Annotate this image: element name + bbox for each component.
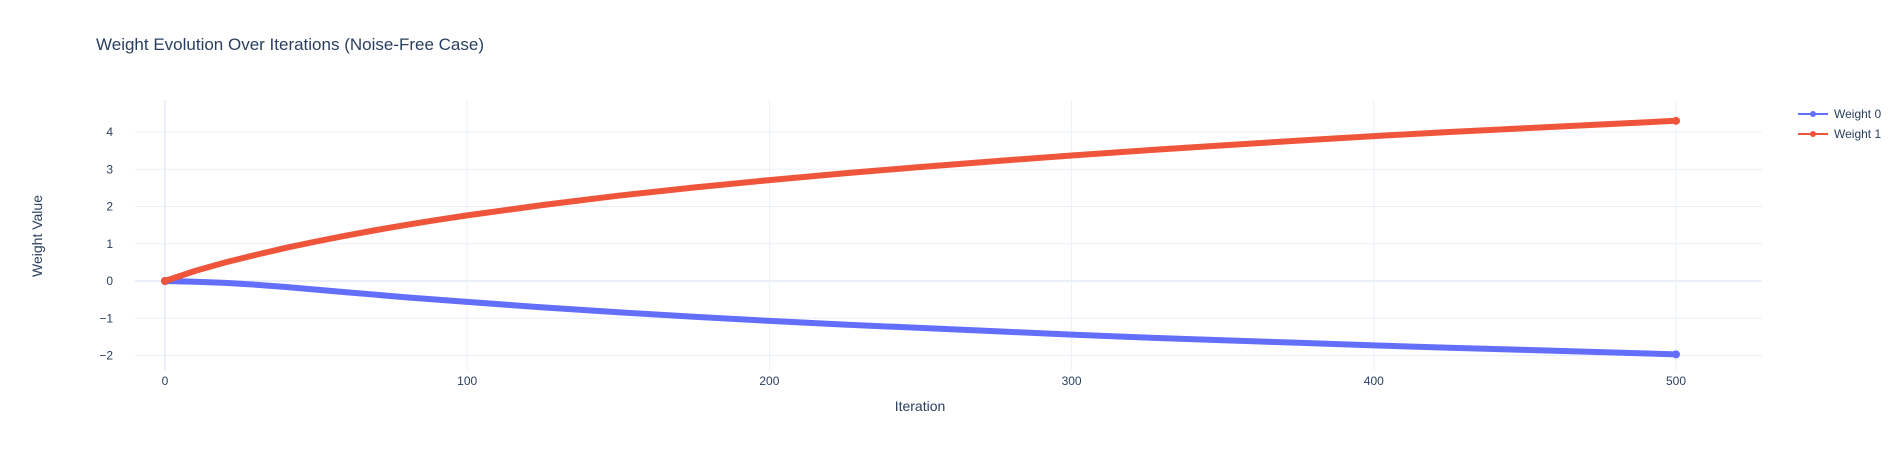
x-axis-title: Iteration bbox=[895, 398, 946, 414]
y-axis-title: Weight Value bbox=[29, 195, 45, 277]
y-tick-label: 1 bbox=[106, 237, 113, 251]
x-tick-label: 400 bbox=[1364, 374, 1384, 388]
legend-item[interactable]: Weight 1 bbox=[1798, 127, 1881, 141]
legend-marker bbox=[1810, 111, 1816, 117]
y-tick-labels: −2 −1 0 1 2 3 4 bbox=[99, 125, 113, 363]
legend-label: Weight 1 bbox=[1834, 127, 1881, 141]
series-layer bbox=[161, 116, 1680, 359]
y-tick-label: −2 bbox=[99, 349, 113, 363]
series-point bbox=[1672, 350, 1680, 359]
x-tick-label: 0 bbox=[162, 374, 169, 388]
x-tick-label: 500 bbox=[1666, 374, 1686, 388]
series-line bbox=[162, 278, 1679, 358]
legend-label: Weight 0 bbox=[1834, 107, 1881, 121]
chart-title: Weight Evolution Over Iterations (Noise-… bbox=[96, 35, 484, 54]
y-tick-label: 2 bbox=[106, 200, 113, 214]
y-tick-label: 4 bbox=[106, 125, 113, 139]
legend-marker bbox=[1810, 131, 1816, 137]
series-point bbox=[1672, 116, 1680, 125]
y-tick-label: 0 bbox=[106, 274, 113, 288]
series-point bbox=[161, 277, 169, 285]
series-line bbox=[162, 117, 1679, 284]
x-tick-label: 300 bbox=[1062, 374, 1082, 388]
legend[interactable]: Weight 0 Weight 1 bbox=[1798, 107, 1881, 141]
y-tick-label: −1 bbox=[99, 311, 113, 325]
legend-item[interactable]: Weight 0 bbox=[1798, 107, 1881, 121]
y-tick-label: 3 bbox=[106, 162, 113, 176]
x-tick-label: 200 bbox=[759, 374, 779, 388]
x-tick-label: 100 bbox=[457, 374, 477, 388]
x-tick-labels: 0 100 200 300 400 500 bbox=[162, 374, 1687, 388]
